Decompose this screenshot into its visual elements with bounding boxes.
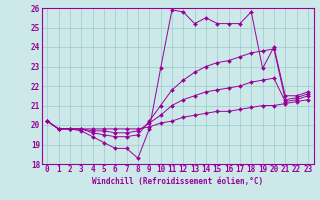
X-axis label: Windchill (Refroidissement éolien,°C): Windchill (Refroidissement éolien,°C) [92, 177, 263, 186]
